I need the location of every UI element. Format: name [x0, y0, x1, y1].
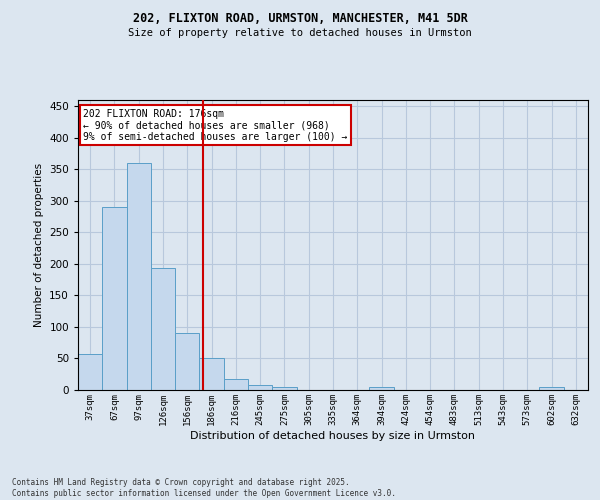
Text: 202 FLIXTON ROAD: 176sqm
← 90% of detached houses are smaller (968)
9% of semi-d: 202 FLIXTON ROAD: 176sqm ← 90% of detach…: [83, 108, 347, 142]
Bar: [199, 358, 224, 390]
Bar: [102, 207, 127, 390]
Bar: [272, 387, 296, 390]
Bar: [127, 163, 151, 390]
Bar: [248, 385, 272, 390]
Bar: [151, 268, 175, 390]
Bar: [224, 378, 248, 390]
Text: Size of property relative to detached houses in Urmston: Size of property relative to detached ho…: [128, 28, 472, 38]
Text: Contains HM Land Registry data © Crown copyright and database right 2025.
Contai: Contains HM Land Registry data © Crown c…: [12, 478, 396, 498]
Bar: [78, 354, 102, 390]
Bar: [175, 334, 199, 390]
Bar: [370, 387, 394, 390]
X-axis label: Distribution of detached houses by size in Urmston: Distribution of detached houses by size …: [191, 430, 476, 440]
Text: 202, FLIXTON ROAD, URMSTON, MANCHESTER, M41 5DR: 202, FLIXTON ROAD, URMSTON, MANCHESTER, …: [133, 12, 467, 26]
Y-axis label: Number of detached properties: Number of detached properties: [34, 163, 44, 327]
Bar: [539, 387, 564, 390]
